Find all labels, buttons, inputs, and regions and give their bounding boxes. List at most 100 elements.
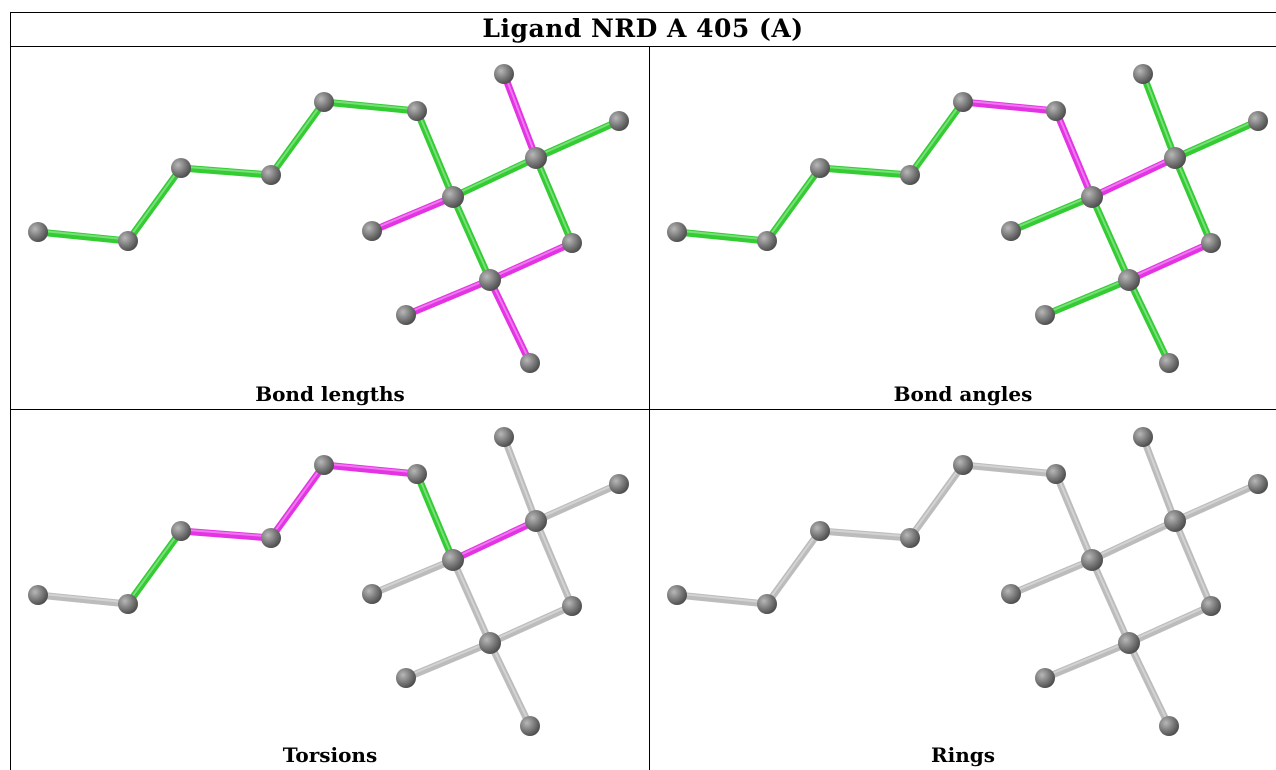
atom-14 <box>1159 716 1179 736</box>
bond-shine-9-13 <box>405 277 491 315</box>
atom-0 <box>667 222 687 242</box>
bond-7-11 <box>1171 117 1262 162</box>
bond-3-4 <box>267 98 328 179</box>
bond-7-10 <box>500 433 540 525</box>
bond-3-4 <box>267 461 328 542</box>
atom-1 <box>118 594 138 614</box>
atom-13 <box>1035 668 1055 688</box>
bond-shine-7-10 <box>503 434 537 521</box>
atom-8 <box>1201 596 1221 616</box>
atom-14 <box>1159 353 1179 373</box>
bond-shine-5-6 <box>416 108 454 197</box>
molecule-diagram-torsions <box>28 427 629 736</box>
atom-4 <box>953 92 973 112</box>
bond-5-6 <box>1052 470 1096 564</box>
molecule-diagram-rings <box>667 427 1268 736</box>
bond-7-8 <box>1171 517 1215 610</box>
atom-4 <box>953 455 973 475</box>
atom-8 <box>1201 233 1221 253</box>
bond-2-3 <box>816 527 914 542</box>
atom-3 <box>900 165 920 185</box>
bond-2-3 <box>177 527 275 542</box>
bond-9-14 <box>1125 639 1173 730</box>
atom-14 <box>520 353 540 373</box>
bond-7-10 <box>1139 433 1179 525</box>
bond-shine-4-5 <box>323 99 418 111</box>
bond-1-2 <box>124 164 185 245</box>
bond-shine-2-3 <box>819 528 911 538</box>
bond-shine-6-12 <box>371 194 454 231</box>
bond-shine-0-1 <box>37 592 129 604</box>
table-border-top <box>10 12 1276 13</box>
bond-shine-7-11 <box>535 118 620 158</box>
bond-shine-6-7 <box>452 518 537 560</box>
bond-shine-9-14 <box>1128 640 1170 726</box>
bond-shine-7-10 <box>1142 71 1176 158</box>
bond-shine-7-11 <box>535 481 620 521</box>
atom-6 <box>1081 549 1103 571</box>
bond-7-8 <box>532 517 576 610</box>
molecule-diagram-bond-angles <box>667 64 1268 373</box>
bond-shine-6-7 <box>1091 518 1176 560</box>
atom-5 <box>1046 101 1066 121</box>
bond-shine-6-12 <box>1010 557 1093 594</box>
atom-9 <box>1118 632 1140 654</box>
bond-1-2 <box>763 527 824 608</box>
atom-2 <box>171 521 191 541</box>
atom-4 <box>314 92 334 112</box>
atom-13 <box>396 305 416 325</box>
atom-5 <box>1046 464 1066 484</box>
bond-shine-9-6 <box>452 194 491 280</box>
bond-9-6 <box>1088 556 1133 647</box>
bond-0-1 <box>34 228 132 245</box>
atom-9 <box>479 269 501 291</box>
bond-shine-5-6 <box>1055 108 1093 197</box>
atom-12 <box>1001 584 1021 604</box>
bond-shine-2-3 <box>819 165 911 175</box>
atom-11 <box>1248 111 1268 131</box>
bond-4-5 <box>320 461 421 478</box>
bond-0-1 <box>34 591 132 608</box>
bond-9-13 <box>1041 639 1133 682</box>
bond-shine-9-6 <box>1091 557 1130 643</box>
bond-9-6 <box>1088 193 1133 284</box>
bond-7-11 <box>532 117 623 162</box>
bond-shine-0-1 <box>676 592 768 604</box>
bond-shine-7-10 <box>503 71 537 158</box>
bond-shine-9-14 <box>489 640 531 726</box>
atom-9 <box>479 632 501 654</box>
table-divider-center <box>649 46 650 770</box>
bond-3-4 <box>906 461 967 542</box>
bond-shine-6-12 <box>371 557 454 594</box>
bond-shine-0-1 <box>676 229 768 241</box>
bond-shine-1-2 <box>766 165 821 241</box>
caption-rings: Rings <box>930 743 995 767</box>
atom-3 <box>900 528 920 548</box>
atom-8 <box>562 596 582 616</box>
atom-3 <box>261 165 281 185</box>
bond-8-9 <box>1125 602 1215 647</box>
atom-8 <box>562 233 582 253</box>
bond-9-13 <box>402 639 494 682</box>
bond-8-9 <box>486 239 576 284</box>
bond-6-7 <box>1088 517 1179 564</box>
atom-10 <box>1133 64 1153 84</box>
bond-shine-6-7 <box>452 155 537 197</box>
bond-2-3 <box>816 164 914 179</box>
bond-4-5 <box>959 461 1060 478</box>
bond-4-5 <box>959 98 1060 115</box>
bond-8-9 <box>1125 239 1215 284</box>
atom-2 <box>810 158 830 178</box>
bond-shine-7-8 <box>535 518 573 606</box>
bond-8-9 <box>486 602 576 647</box>
bond-shine-7-8 <box>1174 155 1212 243</box>
bond-7-8 <box>1171 154 1215 247</box>
atom-6 <box>442 186 464 208</box>
bond-6-7 <box>1088 154 1179 201</box>
bond-shine-9-6 <box>1091 194 1130 280</box>
bond-shine-9-13 <box>405 640 491 678</box>
bond-shine-1-2 <box>127 528 182 604</box>
bond-shine-1-2 <box>766 528 821 604</box>
bond-3-4 <box>906 98 967 179</box>
atom-6 <box>1081 186 1103 208</box>
